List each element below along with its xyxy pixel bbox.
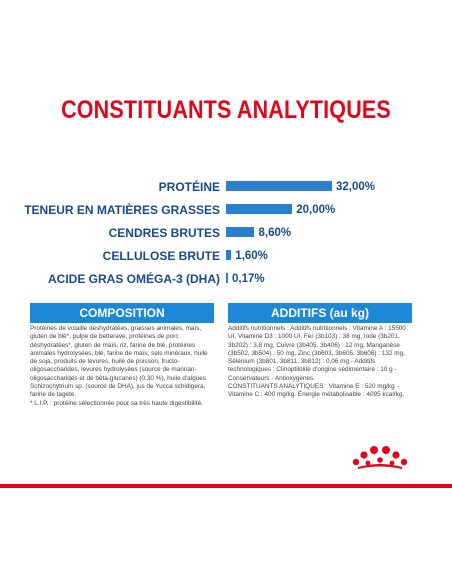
chart-value-label: 8,60% bbox=[258, 227, 292, 239]
composition-heading: COMPOSITION bbox=[30, 303, 214, 323]
chart-value-label: 32,00% bbox=[336, 181, 376, 193]
chart-row: PROTÉINE 32,00% bbox=[0, 178, 452, 196]
chart-category-label: CENDRES BRUTES bbox=[108, 226, 220, 240]
page-title: CONSTITUANTS ANALYTIQUES bbox=[61, 96, 391, 124]
chart-category-label: CELLULOSE BRUTE bbox=[102, 249, 220, 263]
chart-row: CELLULOSE BRUTE 1,60% bbox=[0, 247, 452, 265]
chart-row: ACIDE GRAS OMÉGA-3 (DHA) 0,17% bbox=[0, 270, 452, 288]
chart-value-label: 20,00% bbox=[296, 204, 336, 216]
additives-text: Additifs nutritionnels : Additifs nutrit… bbox=[228, 325, 406, 399]
additives-heading: ADDITIFS (au kg) bbox=[228, 303, 412, 323]
footer-bar bbox=[0, 484, 452, 488]
chart-bar bbox=[226, 227, 255, 237]
chart-row: CENDRES BRUTES 8,60% bbox=[0, 224, 452, 242]
chart-bar bbox=[226, 250, 232, 260]
chart-bar bbox=[226, 204, 293, 214]
chart-value-label: 1,60% bbox=[235, 250, 268, 262]
chart-category-label: TENEUR EN MATIÈRES GRASSES bbox=[24, 203, 220, 217]
chart-row: TENEUR EN MATIÈRES GRASSES 20,00% bbox=[0, 201, 452, 219]
chart-category-label: ACIDE GRAS OMÉGA-3 (DHA) bbox=[47, 272, 220, 286]
chart-bar bbox=[226, 181, 332, 191]
composition-text: Protéines de volaille déshydratées, grai… bbox=[30, 325, 208, 407]
chart-bar bbox=[226, 273, 228, 283]
chart-value-label: 0,17% bbox=[232, 273, 265, 285]
royal-canin-crown-icon bbox=[352, 446, 408, 469]
chart-category-label: PROTÉINE bbox=[158, 180, 220, 194]
